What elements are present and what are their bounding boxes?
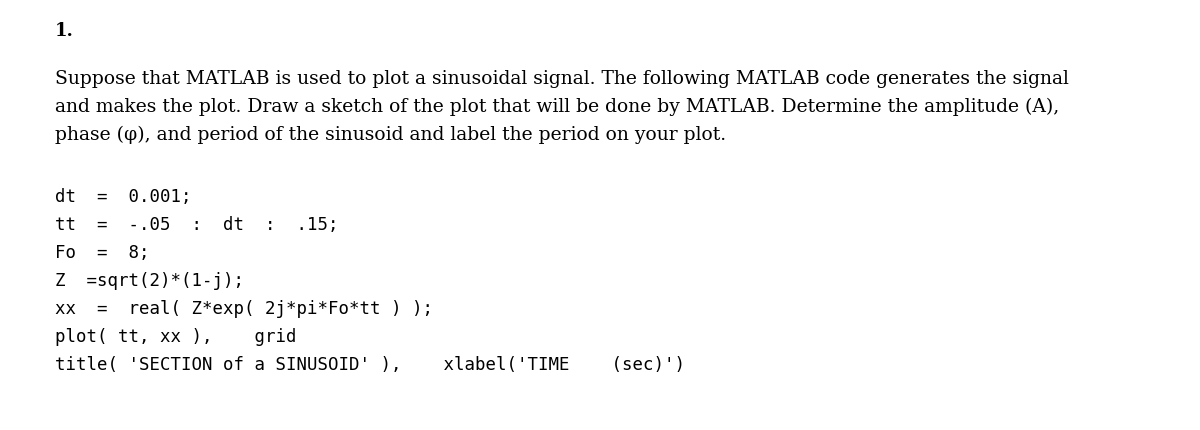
Text: 1.: 1. xyxy=(55,22,74,40)
Text: xx  =  real( Z*exp( 2j*pi*Fo*tt ) );: xx = real( Z*exp( 2j*pi*Fo*tt ) ); xyxy=(55,300,433,318)
Text: Suppose that MATLAB is used to plot a sinusoidal signal. The following MATLAB co: Suppose that MATLAB is used to plot a si… xyxy=(55,70,1069,88)
Text: dt  =  0.001;: dt = 0.001; xyxy=(55,188,192,206)
Text: Fo  =  8;: Fo = 8; xyxy=(55,244,150,262)
Text: and makes the plot. Draw a sketch of the plot that will be done by MATLAB. Deter: and makes the plot. Draw a sketch of the… xyxy=(55,98,1060,116)
Text: plot( tt, xx ),    grid: plot( tt, xx ), grid xyxy=(55,328,296,346)
Text: tt  =  -.05  :  dt  :  .15;: tt = -.05 : dt : .15; xyxy=(55,216,338,234)
Text: Z  =sqrt(2)*(1-j);: Z =sqrt(2)*(1-j); xyxy=(55,272,244,290)
Text: phase (φ), and period of the sinusoid and label the period on your plot.: phase (φ), and period of the sinusoid an… xyxy=(55,126,726,144)
Text: title( 'SECTION of a SINUSOID' ),    xlabel('TIME    (sec)'): title( 'SECTION of a SINUSOID' ), xlabel… xyxy=(55,356,685,374)
